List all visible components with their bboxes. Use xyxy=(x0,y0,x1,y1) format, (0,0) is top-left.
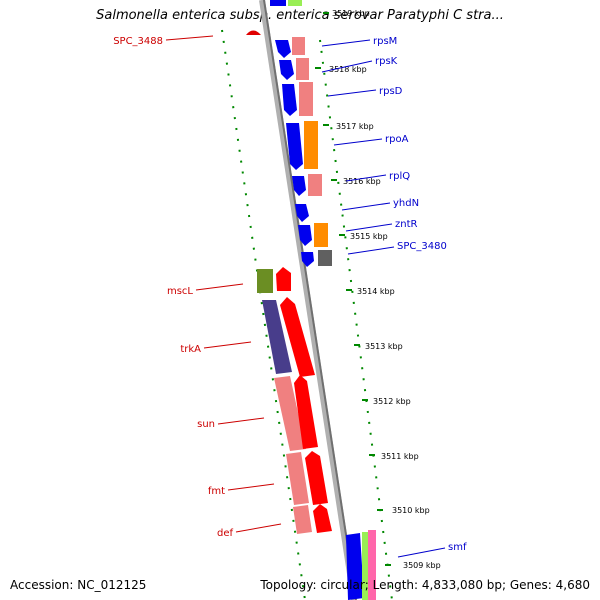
reverse-gene-labels: SPC_3488 mscL trkA sun fmt def xyxy=(113,36,233,539)
kbp-labels: 3519 kbp 3518 kbp 3517 kbp 3516 kbp 3515… xyxy=(329,9,441,570)
kbp-label: 3511 kbp xyxy=(381,452,419,461)
cds-zntR xyxy=(298,225,312,246)
cds-def xyxy=(293,505,312,534)
gene-label-mscL: mscL xyxy=(167,286,193,297)
rna-smf-2 xyxy=(368,530,376,600)
rna-trkA xyxy=(280,297,315,377)
forward-cds-track xyxy=(270,0,376,600)
cds-mscL xyxy=(257,269,273,293)
cds-rplQ xyxy=(292,176,306,196)
gene-label-SPC_3480: SPC_3480 xyxy=(397,241,447,252)
cds-rpoA xyxy=(286,123,303,170)
gene-label-smf: smf xyxy=(448,542,467,553)
gene-label-sun: sun xyxy=(197,419,215,430)
gene-label-SPC_3488: SPC_3488 xyxy=(113,36,163,47)
gene-label-yhdN: yhdN xyxy=(393,198,419,209)
cds-rpsM xyxy=(275,40,291,58)
backbone xyxy=(259,0,357,600)
gene-label-rpsK: rpsK xyxy=(375,56,398,67)
topology-label: Topology: circular; Length: 4,833,080 bp… xyxy=(260,578,590,592)
kbp-label: 3518 kbp xyxy=(329,65,367,74)
reverse-label-leaders xyxy=(165,35,282,533)
kbp-label: 3517 kbp xyxy=(336,122,374,131)
rna-rplQ xyxy=(308,174,322,196)
cds-yhdN xyxy=(295,204,309,222)
gene-label-fmt: fmt xyxy=(208,486,225,497)
gene-label-rpoA: rpoA xyxy=(385,134,409,145)
kbp-label: 3509 kbp xyxy=(403,561,441,570)
rna-SPC_3480 xyxy=(318,250,332,266)
cds-SPC_3480 xyxy=(301,252,314,267)
rna-rpsK xyxy=(296,58,309,80)
accession-label: Accession: NC_012125 xyxy=(10,578,147,592)
gene-label-rpsM: rpsM xyxy=(373,36,397,47)
forward-gene-labels: rpsM rpsK rpsD rpoA rplQ yhdN zntR SPC_3… xyxy=(373,36,467,553)
cds-fmt xyxy=(286,452,309,505)
kbp-tick-marks xyxy=(315,12,391,566)
cds-trkA xyxy=(262,300,292,374)
rna-def xyxy=(313,504,332,533)
rna-rpoA xyxy=(304,121,318,169)
rna-top-2 xyxy=(288,0,302,6)
rna-mscL xyxy=(276,267,291,291)
rna-fmt xyxy=(305,451,328,505)
rna-zntR xyxy=(314,223,328,247)
reverse-feature-mark xyxy=(246,30,261,35)
kbp-label: 3513 kbp xyxy=(365,342,403,351)
gene-label-trkA: trkA xyxy=(180,344,201,355)
kbp-label: 3515 kbp xyxy=(350,232,388,241)
gene-label-rpsD: rpsD xyxy=(379,86,403,97)
rna-sun xyxy=(294,375,318,449)
rna-smf-1 xyxy=(362,532,368,600)
kbp-label: 3510 kbp xyxy=(392,506,430,515)
cds-rpsK xyxy=(279,60,294,80)
kbp-label: 3512 kbp xyxy=(373,397,411,406)
rna-rpsM xyxy=(292,37,305,55)
cds-smf xyxy=(346,533,364,600)
rna-rpsD xyxy=(299,82,313,116)
forward-label-leaders xyxy=(321,39,446,558)
gene-label-rplQ: rplQ xyxy=(389,171,410,182)
kbp-label: 3519 kbp xyxy=(332,9,370,18)
rna-top xyxy=(270,0,286,6)
gene-label-zntR: zntR xyxy=(395,219,418,230)
kbp-label: 3516 kbp xyxy=(343,177,381,186)
map-title: Salmonella enterica subsp. enterica sero… xyxy=(96,8,504,23)
kbp-label: 3514 kbp xyxy=(357,287,395,296)
cds-sun xyxy=(274,376,306,451)
cds-rpsD xyxy=(282,84,297,116)
reverse-cds-track xyxy=(257,267,332,534)
gene-label-def: def xyxy=(217,528,234,539)
